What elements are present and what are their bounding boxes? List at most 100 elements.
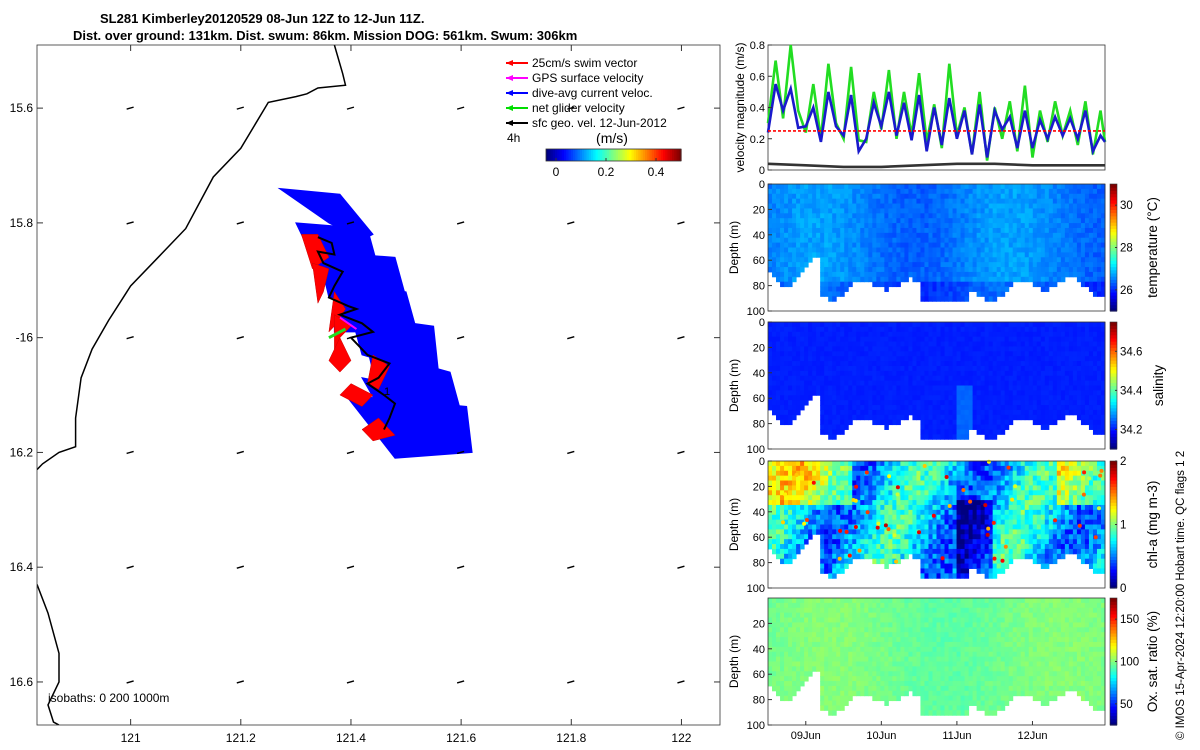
section-cell [956, 198, 962, 205]
section-cell [824, 208, 829, 214]
section-cell [1100, 208, 1106, 214]
section-cell [768, 370, 773, 377]
section-cell [1100, 281, 1106, 288]
section-cell [804, 395, 809, 401]
section-cell [916, 524, 921, 530]
section-cell [916, 188, 921, 195]
section-cell [908, 326, 913, 333]
section-cell [876, 480, 881, 486]
section-cell [872, 509, 877, 516]
colorbar-cell [642, 149, 646, 161]
section-cell [928, 573, 933, 579]
section-cell [816, 341, 821, 347]
section-cell [1036, 351, 1042, 357]
sfc-geo-arrow [567, 221, 575, 225]
section-cell [852, 262, 857, 268]
section-cell [936, 232, 942, 239]
section-cell [1008, 322, 1014, 328]
section-cell [936, 223, 942, 229]
section-cell [784, 504, 789, 511]
section-cell [900, 390, 905, 396]
section-colorbar-cell [1110, 193, 1117, 198]
section-cell [872, 500, 877, 506]
section-cell [984, 276, 990, 283]
section-cell [1056, 400, 1062, 406]
section-cell [768, 385, 773, 391]
section-cell [1100, 370, 1106, 377]
section-cell [788, 341, 793, 347]
section-cell [920, 257, 925, 263]
section-cell [824, 465, 829, 472]
section-cell [992, 424, 998, 430]
section-cell [976, 395, 982, 401]
section-cell [840, 356, 845, 362]
section-cell [1084, 365, 1090, 372]
section-cell [1044, 257, 1050, 263]
section-cell [940, 267, 946, 273]
section-cell [1096, 223, 1102, 229]
section-cell [1012, 184, 1018, 190]
section-cell [940, 184, 946, 190]
section-cell [780, 336, 785, 343]
section-cell [796, 257, 801, 263]
section-cell [964, 409, 970, 416]
section-cell [1064, 252, 1070, 258]
section-cell [1052, 370, 1058, 377]
section-cell [768, 356, 773, 362]
section-cell [812, 247, 817, 253]
section-cell [848, 465, 853, 472]
section-cell [848, 548, 853, 555]
section-cell [912, 223, 917, 229]
section-cell [1020, 322, 1026, 328]
section-cell [1040, 198, 1046, 205]
section-cell [864, 257, 869, 263]
section-cell [896, 539, 901, 545]
section-cell [820, 351, 825, 357]
section-cell [916, 326, 921, 333]
section-cell [1080, 405, 1086, 411]
section-cell [816, 356, 821, 362]
section-cell [916, 485, 921, 491]
section-cell [920, 509, 925, 516]
section-colorbar-cell [1110, 344, 1117, 348]
section-cell [916, 322, 921, 328]
section-cell [860, 375, 865, 382]
section-cell [904, 336, 909, 343]
section-cell [888, 414, 893, 421]
section-cell [928, 184, 933, 190]
section-cell [836, 539, 841, 545]
section-cell [816, 227, 821, 234]
section-cell [836, 322, 841, 328]
section-cell [888, 553, 893, 560]
section-cell [876, 188, 881, 195]
section-cell [1100, 223, 1106, 229]
section-cell [968, 514, 974, 521]
section-cell [772, 529, 777, 535]
section-cell [968, 365, 974, 372]
section-cell [844, 419, 849, 426]
section-cell [1032, 267, 1038, 273]
section-cell [900, 326, 905, 333]
section-cell [1100, 193, 1106, 200]
section-cell [964, 465, 970, 472]
section-cell [924, 419, 929, 426]
section-cell [824, 188, 829, 195]
section-cell [864, 524, 869, 530]
section-cell [776, 405, 781, 411]
section-cell [912, 485, 917, 491]
section-cell [892, 351, 897, 357]
section-cell [808, 218, 813, 224]
section-cell [1032, 326, 1038, 333]
section-cell [784, 548, 789, 555]
section-cell [828, 257, 833, 263]
section-cell [776, 409, 781, 416]
section-cell [876, 509, 881, 516]
section-cell [908, 365, 913, 372]
section-cell [916, 490, 921, 496]
section-cell [796, 223, 801, 229]
section-cell [996, 291, 1002, 297]
section-cell [772, 495, 777, 501]
section-cell [952, 267, 958, 273]
section-cell [820, 534, 825, 540]
section-cell [884, 223, 889, 229]
